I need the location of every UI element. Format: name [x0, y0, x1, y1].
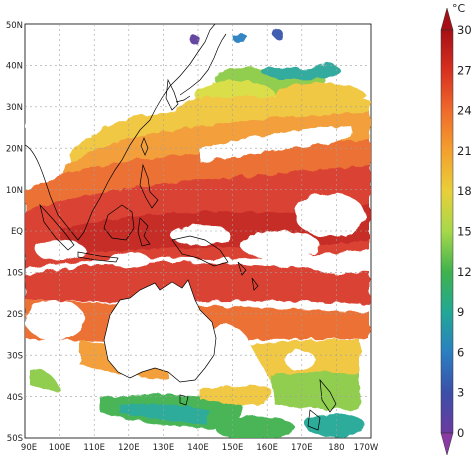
lat-label-50n: 50N [6, 21, 23, 31]
cloud-gaps [25, 35, 365, 399]
colorbar-tick-6: 6 [457, 345, 464, 359]
lat-label-50s: 50S [7, 434, 23, 444]
lon-label-110e: 110E [83, 443, 105, 453]
lon-label-100e: 100E [49, 443, 71, 453]
lon-label-130e: 130E [153, 443, 175, 453]
colorbar-unit: °C [452, 2, 466, 15]
colorbar-tick-15: 15 [457, 225, 472, 239]
lat-label-eq: EQ [11, 227, 23, 237]
colorbar-tick-21: 21 [457, 144, 472, 158]
lat-label-20s: 20S [7, 310, 23, 320]
colorbar-tick-3: 3 [457, 386, 464, 400]
colorbar: °C [440, 2, 466, 456]
colorbar-tick-27: 27 [457, 63, 472, 77]
lat-label-10s: 10S [7, 269, 23, 279]
lon-label-160e: 160E [256, 443, 278, 453]
colorbar-tick-12: 12 [457, 265, 472, 279]
colorbar-tick-24: 24 [457, 104, 472, 118]
lon-label-170e: 170E [291, 443, 313, 453]
lon-label-140e: 140E [187, 443, 209, 453]
colorbar-ticks: 30 27 24 21 18 15 12 9 6 3 0 [457, 23, 472, 440]
longitude-labels: 90E 100E 110E 120E 130E 140E 150E 160E 1… [21, 443, 379, 453]
lon-label-150e: 150E [222, 443, 244, 453]
colorbar-tick-18: 18 [457, 184, 472, 198]
lon-label-180: 180 [328, 443, 344, 453]
lat-label-40s: 40S [7, 393, 23, 403]
colorbar-tick-30: 30 [457, 23, 472, 37]
australia-landmass [103, 279, 217, 383]
latitude-labels: 50N 40N 30N 20N 10N EQ 10S 20S 30S 40S 5… [6, 21, 23, 444]
colorbar-ramp [440, 29, 454, 434]
lat-label-30n: 30N [6, 103, 23, 113]
graticule [25, 24, 371, 438]
lat-label-10n: 10N [6, 186, 23, 196]
lat-label-40n: 40N [6, 62, 23, 72]
lat-label-30s: 30S [7, 352, 23, 362]
lon-label-170w: 170W [354, 443, 379, 453]
lat-label-20n: 20N [6, 145, 23, 155]
colorbar-bottom-arrow [440, 432, 454, 456]
lon-label-120e: 120E [118, 443, 140, 453]
colorbar-tick-9: 9 [457, 305, 464, 319]
colorbar-tick-0: 0 [457, 426, 464, 440]
lon-label-90e: 90E [21, 443, 37, 453]
